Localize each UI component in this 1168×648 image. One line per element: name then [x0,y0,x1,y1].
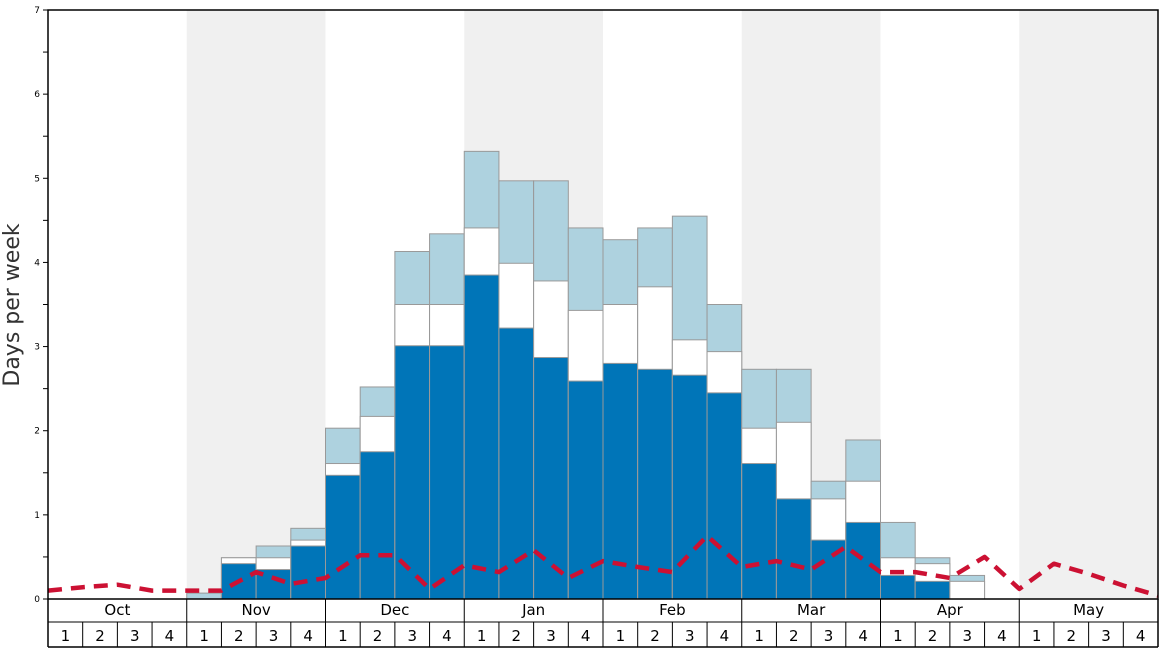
week-label: 3 [824,627,834,645]
bar-dark [463,274,500,600]
week-label: 4 [442,627,452,645]
bar-dark [706,392,743,600]
week-label: 4 [165,627,175,645]
bar-dark [359,451,396,600]
y-tick-label: 1 [34,511,40,521]
bar-dark [741,463,777,600]
bar-dark [671,374,708,600]
y-tick-label: 3 [34,343,40,353]
week-label: 1 [477,627,487,645]
bar-mid [949,580,986,600]
week-label: 3 [962,627,972,645]
week-label: 4 [997,627,1007,645]
week-label: 1 [754,627,764,645]
month-label-oct: Oct [104,601,130,619]
bar-dark [325,474,361,600]
week-label: 2 [95,627,105,645]
week-label: 2 [789,627,799,645]
week-label: 4 [1136,627,1146,645]
week-label: 2 [1067,627,1077,645]
week-label: 4 [720,627,730,645]
bar-dark [914,580,951,600]
bar-light [186,592,222,600]
average-line-layer [47,533,1159,598]
bar-dark [775,498,812,600]
week-label: 4 [858,627,868,645]
bar-dark [637,368,673,600]
bar-dark [880,574,916,600]
week-label: 3 [130,627,140,645]
y-tick-label: 7 [34,6,40,16]
week-label: 4 [303,627,313,645]
week-label: 3 [685,627,695,645]
month-label-dec: Dec [380,601,409,619]
week-label: 1 [61,627,71,645]
y-tick-label: 5 [34,174,40,184]
bar-dark [533,357,569,600]
month-label-nov: Nov [241,601,270,619]
week-label: 4 [581,627,591,645]
bar-dark [602,362,639,600]
bar-dark [498,327,535,600]
month-shade-nov [186,10,326,599]
week-label: 2 [373,627,383,645]
week-label: 1 [338,627,348,645]
month-label-feb: Feb [659,601,686,619]
week-label: 1 [616,627,626,645]
y-tick-label: 6 [34,90,40,100]
month-label-apr: Apr [937,601,964,619]
week-label: 2 [650,627,660,645]
y-axis-label: Days per week [0,223,25,386]
week-label: 1 [893,627,903,645]
x-axis-table: Oct 1 2 3 4 Nov 1 2 3 4 Dec 1 2 3 4 Jan 1 2 3 4 Feb 1 2 3 4 Mar 1 2… [47,599,1159,648]
week-label: 2 [234,627,244,645]
week-label: 3 [1101,627,1111,645]
bar-dark [394,345,431,600]
week-label: 1 [199,627,209,645]
y-tick-label: 0 [34,595,40,605]
bar-dark [429,345,465,600]
week-label: 3 [407,627,417,645]
month-label-may: May [1073,601,1104,619]
week-label: 2 [512,627,522,645]
week-label: 3 [269,627,279,645]
week-label: 2 [928,627,938,645]
y-tick-label: 2 [34,427,40,437]
month-shade-may [1019,10,1158,599]
average-line [47,533,1159,598]
y-axis-ticks: 0 1 2 3 4 5 6 7 [34,6,48,605]
bar-dark [567,380,604,600]
week-label: 3 [546,627,556,645]
bar-dark [845,521,881,600]
month-label-jan: Jan [521,601,545,619]
week-label: 1 [1032,627,1042,645]
month-label-mar: Mar [797,601,826,619]
y-tick-label: 4 [34,258,40,268]
bar-dark [290,545,326,600]
